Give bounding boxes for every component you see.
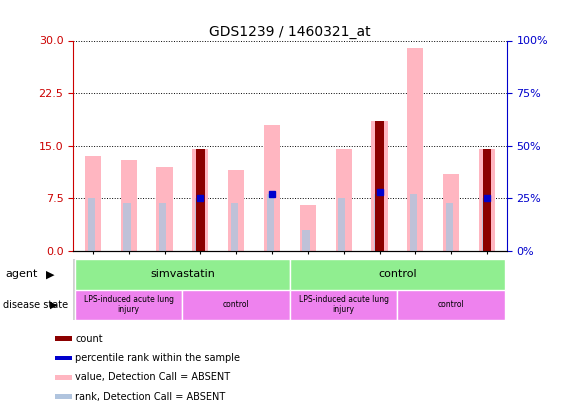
Text: value, Detection Call = ABSENT: value, Detection Call = ABSENT (75, 373, 230, 382)
Bar (55, 394, 72, 399)
Bar (397, 290, 505, 320)
Bar (338, 198, 346, 251)
Bar (410, 194, 417, 251)
Text: agent: agent (6, 269, 38, 279)
Bar (231, 202, 238, 251)
Bar (290, 290, 397, 320)
Bar (407, 47, 423, 251)
Bar (300, 205, 316, 251)
Bar (75, 259, 290, 290)
Bar (479, 149, 495, 251)
Text: control: control (378, 269, 417, 279)
Bar (195, 198, 202, 251)
Bar (120, 160, 137, 251)
Bar (482, 149, 491, 251)
Bar (302, 230, 310, 251)
Bar (75, 290, 182, 320)
Bar (228, 171, 244, 251)
Bar (443, 174, 459, 251)
Bar (87, 198, 95, 251)
Bar (264, 125, 280, 251)
Bar (85, 156, 101, 251)
Bar (196, 149, 205, 251)
Text: ▶: ▶ (50, 300, 57, 310)
Bar (481, 198, 489, 251)
Title: GDS1239 / 1460321_at: GDS1239 / 1460321_at (209, 26, 371, 39)
Bar (55, 356, 72, 360)
Bar (55, 375, 72, 380)
Bar (123, 202, 131, 251)
Bar (267, 194, 274, 251)
Bar (193, 149, 208, 251)
Bar (290, 259, 505, 290)
Bar (375, 121, 384, 251)
Bar (374, 194, 381, 251)
Bar (157, 167, 173, 251)
Text: ▶: ▶ (46, 269, 55, 279)
Text: disease state: disease state (3, 300, 68, 310)
Bar (55, 336, 72, 341)
Text: rank, Detection Call = ABSENT: rank, Detection Call = ABSENT (75, 392, 226, 402)
Text: simvastatin: simvastatin (150, 269, 215, 279)
Text: count: count (75, 334, 103, 343)
Text: LPS-induced acute lung
injury: LPS-induced acute lung injury (299, 295, 388, 314)
Bar (159, 202, 166, 251)
Bar (182, 290, 290, 320)
Text: control: control (223, 300, 249, 309)
Text: LPS-induced acute lung
injury: LPS-induced acute lung injury (84, 295, 174, 314)
Bar (446, 202, 453, 251)
Text: percentile rank within the sample: percentile rank within the sample (75, 353, 240, 363)
Bar (336, 149, 352, 251)
Bar (372, 121, 387, 251)
Text: control: control (438, 300, 464, 309)
